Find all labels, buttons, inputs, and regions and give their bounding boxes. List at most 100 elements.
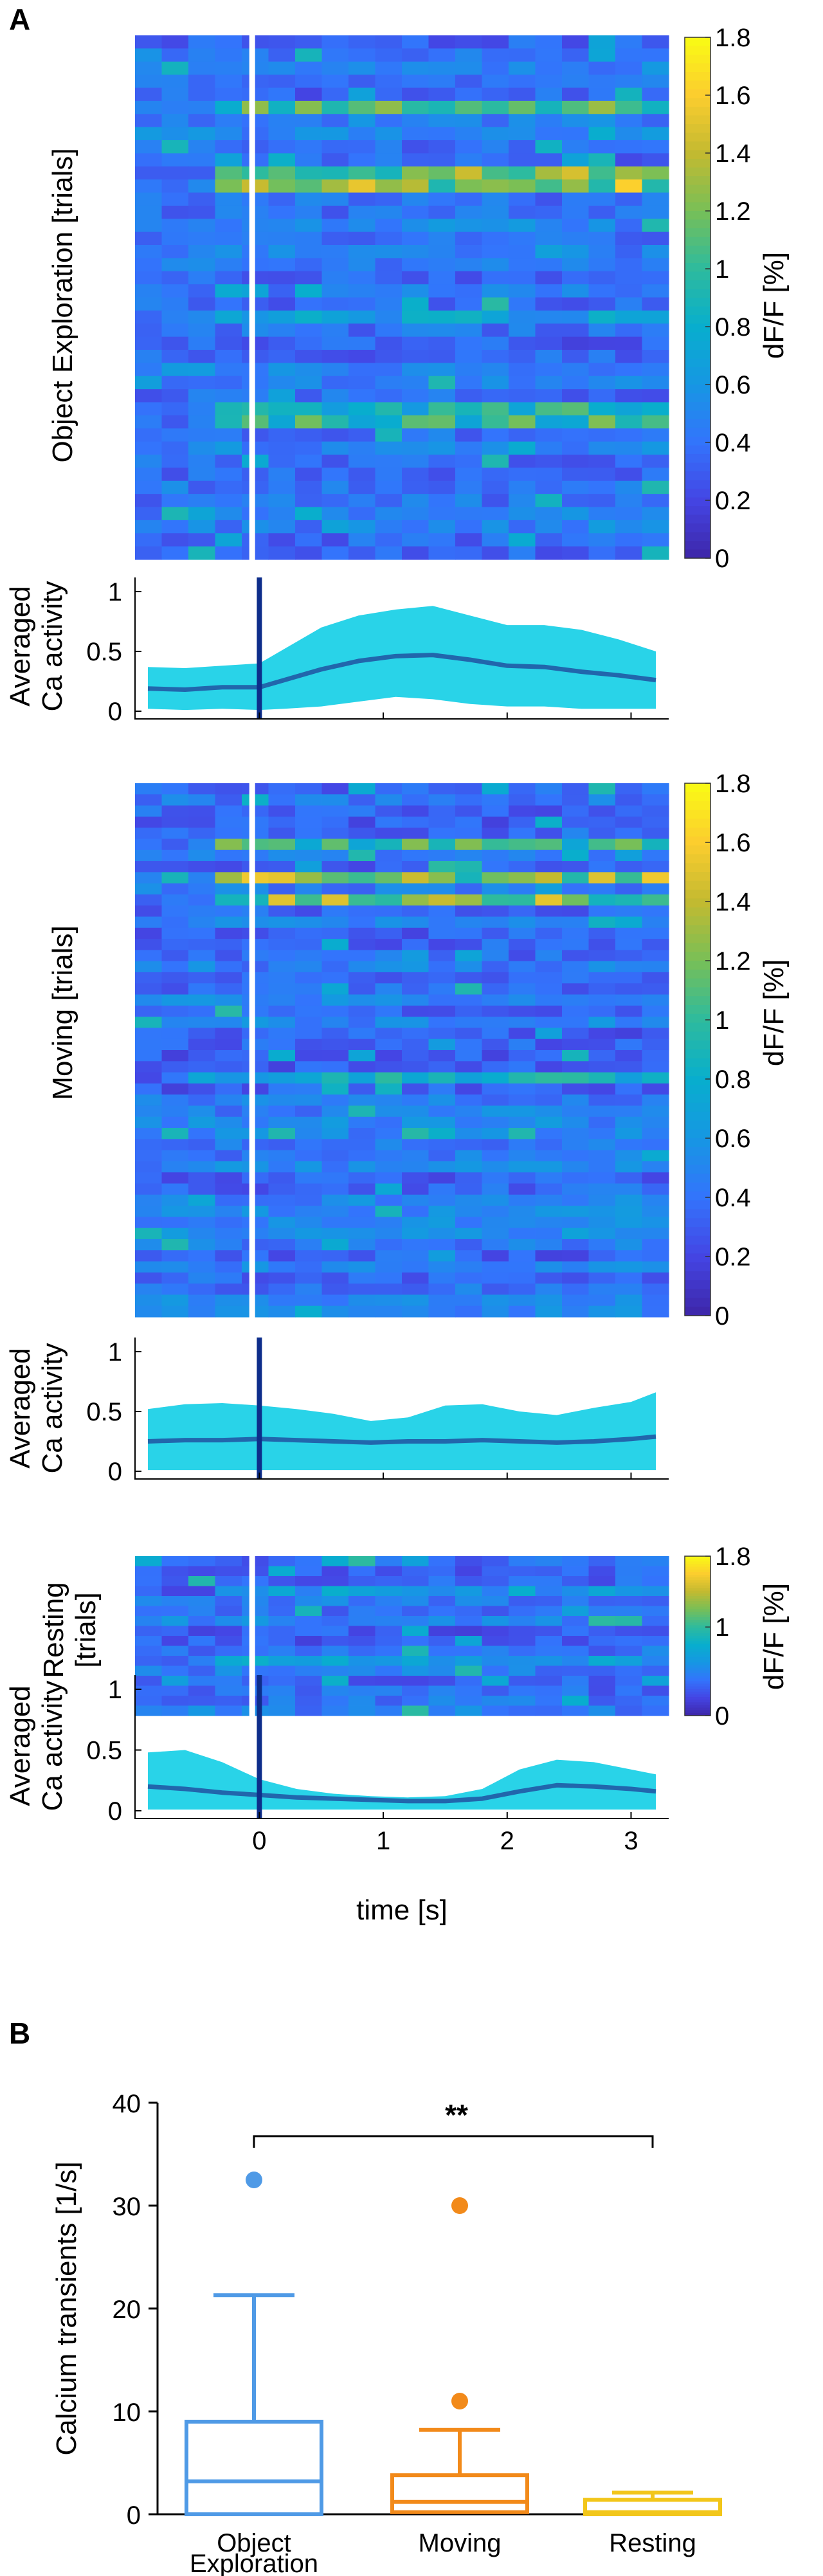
colorbar-swatch bbox=[685, 454, 710, 464]
heatmap-cell bbox=[535, 883, 563, 895]
colorbar-swatch bbox=[685, 1102, 710, 1112]
heatmap-cell bbox=[535, 297, 563, 311]
heatmap-cell bbox=[268, 883, 296, 895]
heatmap-cell bbox=[482, 872, 509, 884]
heatmap-cell bbox=[615, 783, 643, 795]
heatmap-cell bbox=[188, 75, 216, 89]
heatmap-cell bbox=[562, 961, 590, 973]
heatmap-cell bbox=[348, 100, 376, 114]
heatmap-cell bbox=[455, 455, 483, 468]
heatmap-cell bbox=[242, 1586, 269, 1597]
heatmap-cell bbox=[188, 1646, 216, 1656]
heatmap-cell bbox=[215, 1238, 242, 1251]
heatmap-cell bbox=[268, 1646, 296, 1656]
heatmap-cell bbox=[402, 219, 430, 233]
heatmap-cell bbox=[242, 402, 269, 416]
heatmap-cell bbox=[188, 872, 216, 884]
heatmap-cell bbox=[242, 1061, 269, 1073]
heatmap-cell bbox=[161, 872, 189, 884]
heatmap-cell bbox=[295, 972, 323, 984]
heatmap-cell bbox=[482, 376, 509, 390]
heatmap-cell bbox=[321, 1039, 349, 1051]
heatmap-cell bbox=[642, 1128, 669, 1139]
y-tick-label: 1 bbox=[108, 1338, 122, 1366]
heatmap-cell bbox=[135, 467, 163, 482]
heatmap-cell bbox=[215, 323, 242, 338]
colorbar-swatch bbox=[685, 1040, 710, 1050]
heatmap-cell bbox=[295, 231, 323, 246]
heatmap-cell bbox=[295, 1028, 323, 1040]
heatmap-cell bbox=[642, 284, 669, 298]
heatmap-cell bbox=[161, 520, 189, 534]
heatmap-cell bbox=[642, 494, 669, 508]
heatmap-cell bbox=[509, 192, 536, 206]
heatmap-cell bbox=[321, 1586, 349, 1597]
colorbar-swatch bbox=[685, 332, 710, 342]
heatmap-cell bbox=[268, 35, 296, 49]
heatmap-cell bbox=[455, 1094, 483, 1107]
heatmap-cell bbox=[642, 153, 669, 167]
heatmap-cell bbox=[348, 1139, 376, 1151]
heatmap-cell bbox=[615, 916, 643, 929]
heatmap-cell bbox=[348, 1017, 376, 1029]
heatmap-cell bbox=[482, 1238, 509, 1251]
heatmap-cell bbox=[242, 48, 269, 62]
heatmap-cell bbox=[348, 1676, 376, 1687]
heatmap-cell bbox=[428, 816, 456, 828]
heatmap-cell bbox=[215, 849, 242, 862]
heatmap-cell bbox=[135, 1646, 163, 1656]
heatmap-cell bbox=[242, 849, 269, 862]
heatmap-cell bbox=[215, 415, 242, 429]
heatmap-cell bbox=[482, 883, 509, 895]
colorbar-swatch bbox=[685, 72, 710, 82]
heatmap-cell bbox=[295, 1139, 323, 1151]
heatmap-cell bbox=[482, 1576, 509, 1587]
heatmap-cell bbox=[321, 983, 349, 995]
heatmap-cell bbox=[428, 127, 456, 141]
heatmap-cell bbox=[348, 494, 376, 508]
heatmap-cell bbox=[215, 350, 242, 363]
colorbar-swatch bbox=[685, 1244, 710, 1254]
heatmap-cell bbox=[535, 861, 563, 873]
heatmap-cell bbox=[562, 297, 590, 311]
heatmap-cell bbox=[428, 376, 456, 390]
heatmap-cell bbox=[348, 205, 376, 219]
heatmap-cell bbox=[268, 1283, 296, 1296]
heatmap-cell bbox=[428, 245, 456, 259]
colorbar-tick-label: 1.2 bbox=[715, 947, 751, 975]
heatmap-cell bbox=[588, 1094, 616, 1107]
heatmap-cell bbox=[588, 1606, 616, 1617]
heatmap-cell bbox=[509, 1217, 536, 1229]
heatmap-cell bbox=[428, 1685, 456, 1696]
colorbar-swatch bbox=[685, 1638, 710, 1642]
heatmap-cell bbox=[188, 1194, 216, 1206]
heatmap-cell bbox=[321, 849, 349, 862]
heatmap-cell bbox=[509, 1039, 536, 1051]
heatmap-cell bbox=[615, 205, 643, 219]
heatmap-cell bbox=[268, 849, 296, 862]
heatmap-cell bbox=[482, 1206, 509, 1217]
heatmap-cell bbox=[161, 271, 189, 285]
heatmap-cell bbox=[242, 1017, 269, 1029]
heatmap-cell bbox=[402, 402, 430, 416]
heatmap-cell bbox=[562, 1556, 590, 1567]
heatmap-cell bbox=[509, 1646, 536, 1656]
heatmap-cell bbox=[402, 1606, 430, 1617]
heatmap-cell bbox=[321, 1116, 349, 1129]
heatmap-cell bbox=[268, 323, 296, 338]
heatmap-cell bbox=[242, 153, 269, 167]
heatmap-cell bbox=[562, 140, 590, 154]
heatmap-cell bbox=[455, 1039, 483, 1051]
heatmap-cell bbox=[588, 1566, 616, 1577]
heatmap-cell bbox=[455, 297, 483, 311]
heatmap-cell bbox=[615, 1596, 643, 1607]
heatmap-cell bbox=[161, 179, 189, 194]
heatmap-cell bbox=[268, 1556, 296, 1567]
heatmap-cell bbox=[455, 905, 483, 918]
heatmap-cell bbox=[348, 336, 376, 350]
heatmap-cell bbox=[402, 363, 430, 377]
heatmap-cell bbox=[135, 192, 163, 206]
heatmap-cell bbox=[509, 1172, 536, 1184]
heatmap-cell bbox=[642, 455, 669, 468]
colorbar-swatch bbox=[685, 1654, 710, 1658]
